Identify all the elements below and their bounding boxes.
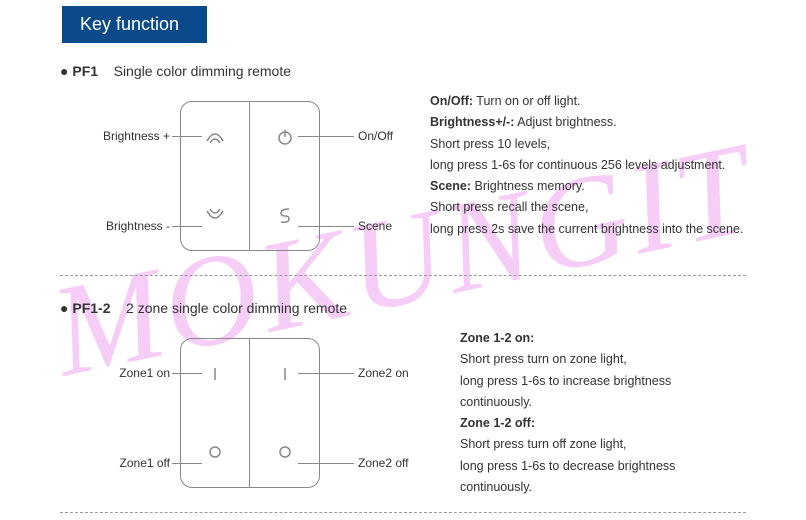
label-zone2-off: Zone2 off — [358, 456, 408, 470]
desc-zone-on-label: Zone 1-2 on: — [460, 331, 534, 345]
label-zone1-on: Zone1 on — [60, 366, 170, 380]
desc-line: long press 1-6s to decrease brightness c… — [460, 456, 746, 499]
divider — [60, 512, 746, 513]
label-onoff: On/Off — [358, 129, 393, 143]
label-zone1-off: Zone1 off — [60, 456, 170, 470]
description-block: Zone 1-2 on: Short press turn on zone li… — [430, 328, 746, 498]
remote-diagram: Brightness + Brightness - On/Off Scene — [60, 91, 430, 261]
desc-bright-text: Adjust brightness. — [517, 115, 616, 129]
label-scene: Scene — [358, 219, 392, 233]
model-name: 2 zone single color dimming remote — [126, 300, 347, 316]
brightness-up-icon — [181, 122, 249, 152]
desc-line: Short press turn on zone light, — [460, 349, 746, 370]
desc-onoff-label: On/Off: — [430, 94, 473, 108]
desc-line: long press 1-6s to increase brightness c… — [460, 371, 746, 414]
zone-on-icon — [181, 359, 249, 389]
remote-body — [180, 101, 320, 251]
section-pf1-2: ● PF1-2 2 zone single color dimming remo… — [0, 280, 806, 498]
model-name: Single color dimming remote — [114, 63, 291, 79]
desc-scene-text: Brightness memory. — [474, 179, 584, 193]
desc-bright-label: Brightness+/-: — [430, 115, 514, 129]
desc-line: Short press recall the scene, — [430, 197, 746, 218]
desc-line: long press 1-6s for continuous 256 level… — [430, 155, 746, 176]
model-code: PF1 — [72, 63, 98, 79]
divider — [60, 275, 746, 276]
desc-onoff-text: Turn on or off light. — [476, 94, 580, 108]
desc-line: Short press turn off zone light, — [460, 434, 746, 455]
zone-on-icon — [250, 359, 319, 389]
label-zone2-on: Zone2 on — [358, 366, 409, 380]
remote-diagram: Zone1 on Zone1 off Zone2 on Zone2 off — [60, 328, 430, 493]
desc-line: long press 2s save the current brightnes… — [430, 219, 746, 240]
desc-line: Short press 10 levels, — [430, 134, 746, 155]
model-code: PF1-2 — [72, 300, 110, 316]
zone-off-icon — [250, 437, 319, 467]
zone-off-icon — [181, 437, 249, 467]
remote-body — [180, 338, 320, 488]
section-title: ● PF1 Single color dimming remote — [60, 63, 746, 79]
brightness-down-icon — [181, 200, 249, 230]
desc-zone-off-label: Zone 1-2 off: — [460, 416, 535, 430]
power-icon — [250, 122, 319, 152]
header-bar: Key function — [62, 6, 207, 43]
label-brightness-minus: Brightness - — [60, 219, 170, 233]
section-pf1: ● PF1 Single color dimming remote Bright… — [0, 43, 806, 261]
label-brightness-plus: Brightness + — [60, 129, 170, 143]
scene-icon — [250, 200, 319, 230]
description-block: On/Off: Turn on or off light. Brightness… — [430, 91, 746, 240]
desc-scene-label: Scene: — [430, 179, 471, 193]
section-title: ● PF1-2 2 zone single color dimming remo… — [60, 300, 746, 316]
